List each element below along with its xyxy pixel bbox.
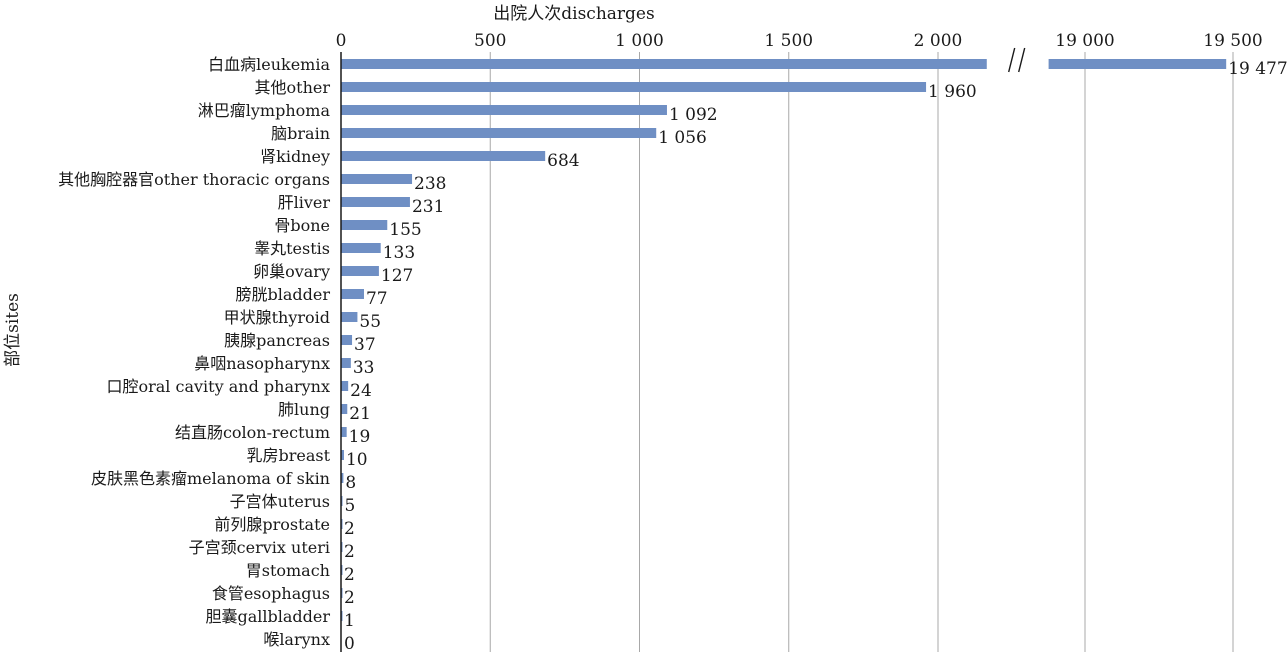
category-label: 其他胸腔器官other thoracic organs (58, 170, 330, 189)
category-label: 肝liver (278, 193, 331, 212)
category-label: 睾丸testis (254, 239, 330, 258)
category-label: 食管esophagus (212, 584, 330, 603)
category-label: 喉larynx (263, 630, 330, 649)
data-label: 1 960 (928, 82, 977, 102)
x-tick-label: 0 (336, 31, 347, 51)
category-label: 其他other (255, 78, 331, 97)
data-label: 0 (344, 634, 355, 654)
category-label: 肾kidney (260, 147, 330, 166)
axis-break-mark (1008, 47, 1016, 73)
data-label: 2 (344, 519, 355, 539)
data-label: 19 477 (1228, 59, 1287, 79)
x-axis-title: 出院人次discharges (493, 4, 654, 24)
category-label: 乳房breast (246, 446, 330, 465)
bar (341, 82, 927, 92)
x-tick-label: 1 500 (764, 31, 813, 51)
category-label: 胆囊gallbladder (205, 607, 330, 626)
bar (341, 335, 353, 345)
data-label: 127 (381, 266, 413, 286)
labels: 0 500 1 000 1 500 2 000 19 000 19 500 白血病leukem… (58, 31, 1287, 654)
category-label: 骨bone (274, 216, 330, 235)
data-label: 155 (389, 220, 421, 240)
bar (341, 289, 364, 299)
bar (341, 404, 348, 414)
category-label: 子宫颈cervix uteri (189, 538, 330, 557)
category-label: 卵巢ovary (253, 262, 330, 281)
bars (341, 59, 1227, 621)
gridlines (489, 52, 1234, 652)
data-label: 21 (349, 404, 371, 424)
category-label: 前列腺prostate (214, 515, 330, 534)
axes (340, 47, 1026, 652)
x-tick-label: 19 000 (1055, 31, 1114, 51)
bar (341, 312, 358, 322)
bar (341, 266, 379, 276)
bar (341, 427, 347, 437)
category-label: 肺lung (278, 400, 330, 419)
bar (341, 450, 344, 460)
category-label: 胰腺pancreas (224, 331, 330, 350)
data-label: 8 (345, 473, 356, 493)
axis-break-mark (1018, 47, 1026, 73)
data-label: 5 (344, 496, 355, 516)
category-label: 淋巴瘤lymphoma (198, 101, 331, 120)
category-label: 子宫体uterus (230, 492, 330, 511)
data-label: 2 (344, 588, 355, 608)
bar (341, 381, 349, 391)
category-label: 脑brain (271, 124, 330, 143)
category-label: 甲状腺thyroid (224, 308, 330, 327)
category-label: 膀胱bladder (235, 285, 330, 304)
category-label: 口腔oral cavity and pharynx (106, 377, 330, 396)
category-label: 白血病leukemia (208, 55, 330, 74)
bar (341, 174, 413, 184)
data-label: 19 (349, 427, 371, 447)
bar (341, 473, 344, 483)
data-label: 24 (350, 381, 372, 401)
data-label: 1 056 (658, 128, 707, 148)
data-label: 133 (383, 243, 415, 263)
data-label: 55 (359, 312, 381, 332)
x-tick-label: 19 500 (1203, 31, 1262, 51)
bar (341, 197, 410, 207)
data-label: 2 (344, 565, 355, 585)
bar (341, 220, 388, 230)
data-label: 10 (346, 450, 368, 470)
bar (341, 128, 657, 138)
bar (341, 59, 987, 69)
x-tick-label: 2 000 (914, 31, 963, 51)
data-label: 684 (547, 151, 579, 171)
category-label: 结直肠colon-rectum (175, 423, 330, 442)
data-label: 2 (344, 542, 355, 562)
data-label: 238 (414, 174, 446, 194)
x-tick-label: 500 (474, 31, 506, 51)
data-label: 1 (344, 611, 355, 631)
category-label: 鼻咽nasopharynx (194, 354, 330, 373)
y-axis-title: 部位sites (3, 293, 23, 367)
data-label: 1 092 (669, 105, 718, 125)
bar-continued (1048, 59, 1227, 69)
x-tick-label: 1 000 (615, 31, 664, 51)
data-label: 33 (353, 358, 375, 378)
data-label: 77 (366, 289, 388, 309)
category-label: 皮肤黑色素瘤melanoma of skin (91, 469, 330, 488)
bar (341, 358, 351, 368)
bar (341, 105, 667, 115)
bar (341, 151, 546, 161)
data-label: 231 (412, 197, 444, 217)
category-label: 胃stomach (246, 561, 330, 580)
bar (341, 243, 381, 253)
data-label: 37 (354, 335, 376, 355)
